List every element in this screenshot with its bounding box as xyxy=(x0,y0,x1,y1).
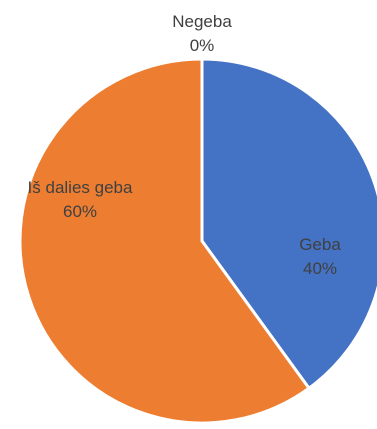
slice-label-geba: Geba xyxy=(299,235,341,254)
slice-value-negeba: 0% xyxy=(190,36,215,55)
pie-slice-geba xyxy=(200,57,377,390)
pie-slice-i-dalies-geba xyxy=(18,57,311,425)
labels-layer: Geba 40% Iš dalies geba 60% Negeba 0% xyxy=(28,12,342,278)
slice-label-negeba: Negeba xyxy=(172,12,232,31)
slice-value-geba: 40% xyxy=(303,259,337,278)
slices-layer xyxy=(18,57,377,425)
slice-value-i-dalies-geba: 60% xyxy=(63,202,97,221)
slice-label-i-dalies-geba: Iš dalies geba xyxy=(28,178,133,197)
